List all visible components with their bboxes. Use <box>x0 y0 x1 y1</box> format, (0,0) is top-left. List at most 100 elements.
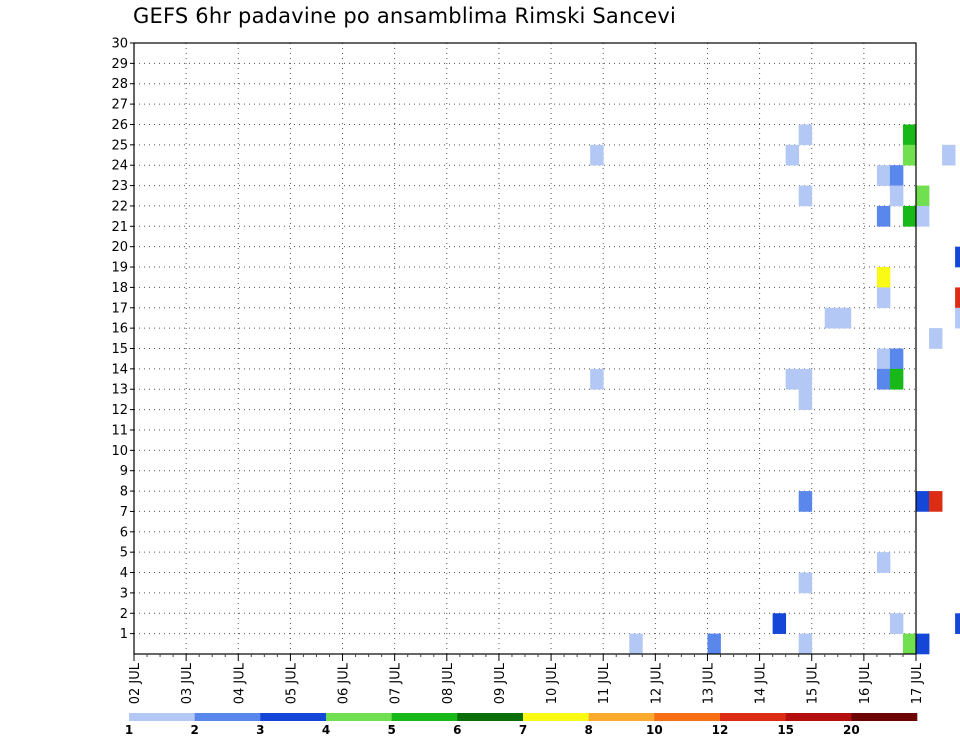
legend-swatch <box>720 713 786 721</box>
legend-label: 4 <box>322 723 330 737</box>
y-tick-label: 3 <box>120 586 128 601</box>
data-cell <box>916 185 930 207</box>
data-cell <box>798 491 813 512</box>
y-tick-label: 30 <box>111 37 128 52</box>
y-tick-label: 13 <box>111 383 128 398</box>
y-tick-label: 28 <box>111 77 128 92</box>
legend-swatch <box>523 713 589 721</box>
y-tick-label: 17 <box>111 301 128 316</box>
data-cell <box>955 287 960 309</box>
data-cell <box>798 633 813 655</box>
data-cell <box>798 389 813 410</box>
x-tick-label: 05 JUL <box>284 662 299 704</box>
data-cell <box>942 144 956 166</box>
y-tick-label: 19 <box>111 261 128 276</box>
y-tick-label: 22 <box>111 199 128 214</box>
legend-swatch <box>129 713 195 721</box>
y-tick-label: 25 <box>111 138 128 153</box>
data-cell <box>916 205 930 227</box>
data-cell <box>902 633 917 655</box>
y-tick-label: 7 <box>120 505 128 520</box>
data-cell <box>876 368 891 390</box>
y-tick-label: 24 <box>111 159 128 174</box>
data-cell <box>876 205 891 227</box>
x-tick-label: 06 JUL <box>337 662 352 704</box>
data-cell <box>876 348 891 370</box>
data-cell <box>916 491 930 512</box>
legend-label: 10 <box>646 723 663 737</box>
data-cell <box>889 613 904 634</box>
data-cell <box>889 348 904 370</box>
data-cell <box>707 633 721 655</box>
legend-label: 12 <box>712 723 729 737</box>
legend-label: 6 <box>453 723 461 737</box>
data-cell <box>824 307 839 329</box>
y-tick-label: 23 <box>111 179 128 194</box>
x-tick-label: 11 JUL <box>597 662 612 704</box>
data-cell <box>955 613 960 634</box>
y-tick-label: 1 <box>120 627 128 642</box>
legend-label: 2 <box>190 723 198 737</box>
y-tick-label: 2 <box>120 607 128 622</box>
legend-swatch <box>326 713 392 721</box>
data-cell <box>785 144 800 166</box>
legend-label: 1 <box>125 723 133 737</box>
x-tick-label: 08 JUL <box>441 662 456 704</box>
data-cell <box>902 144 917 166</box>
y-tick-label: 6 <box>120 525 128 540</box>
data-cell <box>889 165 904 186</box>
y-tick-label: 18 <box>111 281 128 296</box>
data-cell <box>590 368 604 390</box>
y-tick-label: 12 <box>111 403 128 418</box>
legend-swatch <box>457 713 524 721</box>
legend-label: 7 <box>519 723 527 737</box>
legend-label: 3 <box>256 723 264 737</box>
legend-label: 5 <box>387 723 395 737</box>
y-tick-label: 16 <box>111 322 128 337</box>
y-tick-label: 20 <box>111 240 128 255</box>
y-tick-label: 29 <box>111 57 128 72</box>
data-cell <box>902 205 917 227</box>
data-cell <box>798 124 813 146</box>
y-tick-label: 26 <box>111 118 128 133</box>
y-tick-label: 27 <box>111 98 128 113</box>
data-cell <box>772 613 787 634</box>
data-cell <box>876 267 891 288</box>
legend-swatch <box>391 713 458 721</box>
data-cell <box>916 633 930 655</box>
x-tick-label: 12 JUL <box>649 662 664 704</box>
x-tick-label: 09 JUL <box>493 662 508 704</box>
x-tick-label: 15 JUL <box>806 662 821 704</box>
x-tick-label: 02 JUL <box>128 662 143 704</box>
y-tick-label: 10 <box>111 444 128 459</box>
x-tick-label: 04 JUL <box>232 662 247 704</box>
legend-label: 15 <box>777 723 794 737</box>
x-tick-label: 16 JUL <box>858 662 873 704</box>
legend-swatch <box>785 713 852 721</box>
x-tick-label: 03 JUL <box>180 662 195 704</box>
data-cell <box>785 368 800 390</box>
data-cell <box>629 633 643 655</box>
legend-swatch <box>194 713 261 721</box>
data-cell <box>798 368 813 390</box>
y-tick-label: 15 <box>111 342 128 357</box>
data-cell <box>798 572 813 594</box>
y-tick-label: 8 <box>120 485 128 500</box>
data-cell <box>876 165 891 186</box>
y-tick-label: 5 <box>120 546 128 561</box>
data-cell <box>876 552 891 573</box>
data-cell <box>929 328 943 349</box>
data-cell <box>837 307 852 329</box>
y-tick-label: 4 <box>120 566 128 581</box>
legend-label: 20 <box>843 723 860 737</box>
data-cell <box>889 368 904 390</box>
legend-swatch <box>654 713 721 721</box>
data-cell <box>798 185 813 207</box>
x-tick-label: 13 JUL <box>701 662 716 704</box>
legend-label: 8 <box>584 723 592 737</box>
y-tick-label: 11 <box>111 423 128 438</box>
chart-title: GEFS 6hr padavine po ansamblima Rimski S… <box>133 4 677 28</box>
data-cell <box>955 246 960 268</box>
data-cell <box>876 287 891 309</box>
data-cell <box>889 185 904 207</box>
